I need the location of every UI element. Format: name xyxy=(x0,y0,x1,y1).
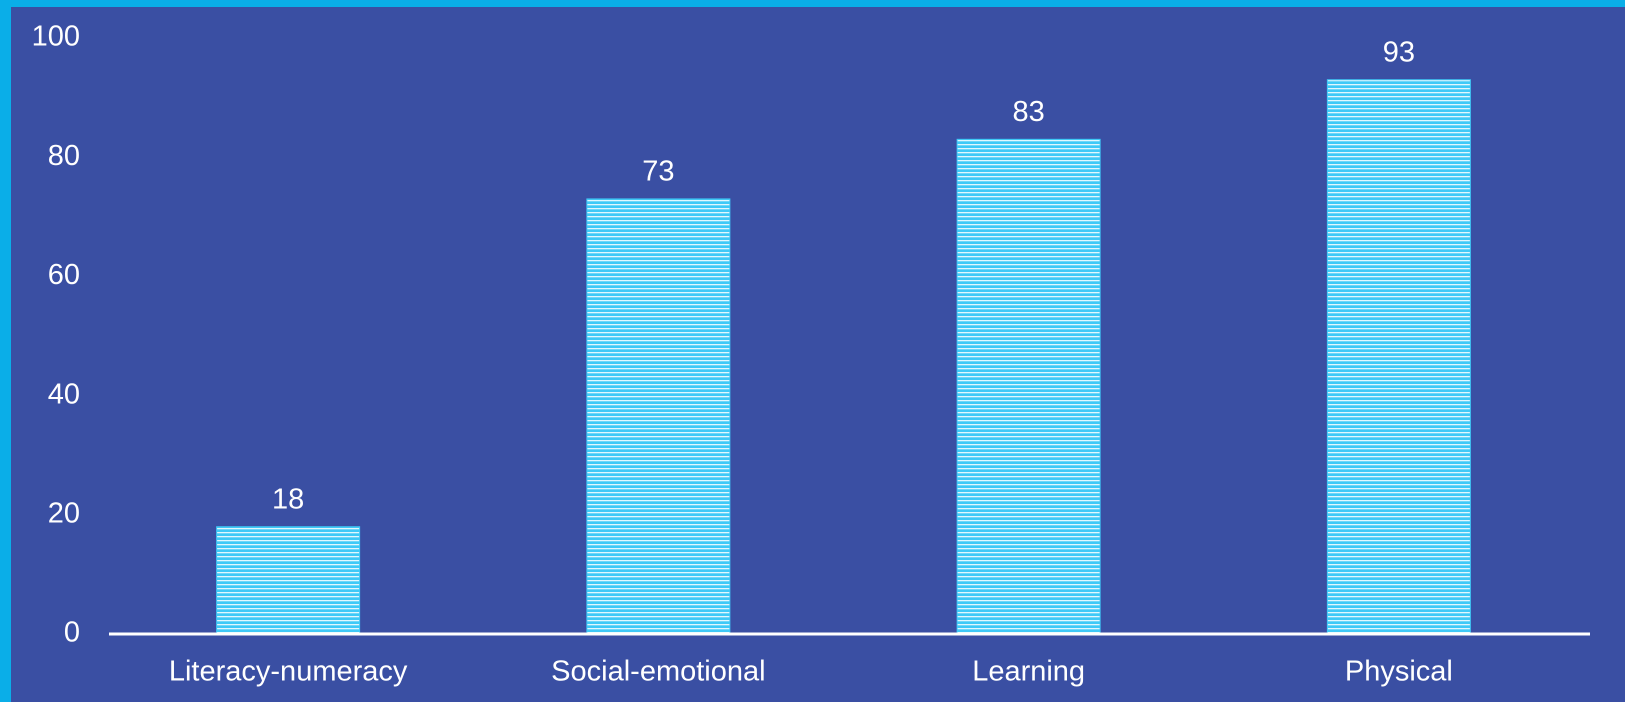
x-tick-label: Literacy-numeracy xyxy=(169,656,408,688)
value-label: 93 xyxy=(1383,36,1415,68)
bar xyxy=(586,198,731,635)
y-tick-label: 0 xyxy=(64,617,80,649)
value-label: 83 xyxy=(1012,96,1044,128)
x-tick-label: Physical xyxy=(1345,656,1453,688)
y-tick-label: 60 xyxy=(48,259,80,291)
y-tick-label: 80 xyxy=(48,140,80,172)
x-tick-label: Social-emotional xyxy=(551,656,765,688)
value-label: 73 xyxy=(642,156,674,188)
y-tick-label: 20 xyxy=(48,497,80,529)
bar xyxy=(956,138,1101,635)
y-tick-label: 100 xyxy=(32,21,80,53)
y-tick-label: 40 xyxy=(48,378,80,410)
x-tick-label: Learning xyxy=(972,656,1085,688)
bar xyxy=(1326,79,1471,635)
value-label: 18 xyxy=(272,483,304,515)
bar xyxy=(216,526,361,635)
